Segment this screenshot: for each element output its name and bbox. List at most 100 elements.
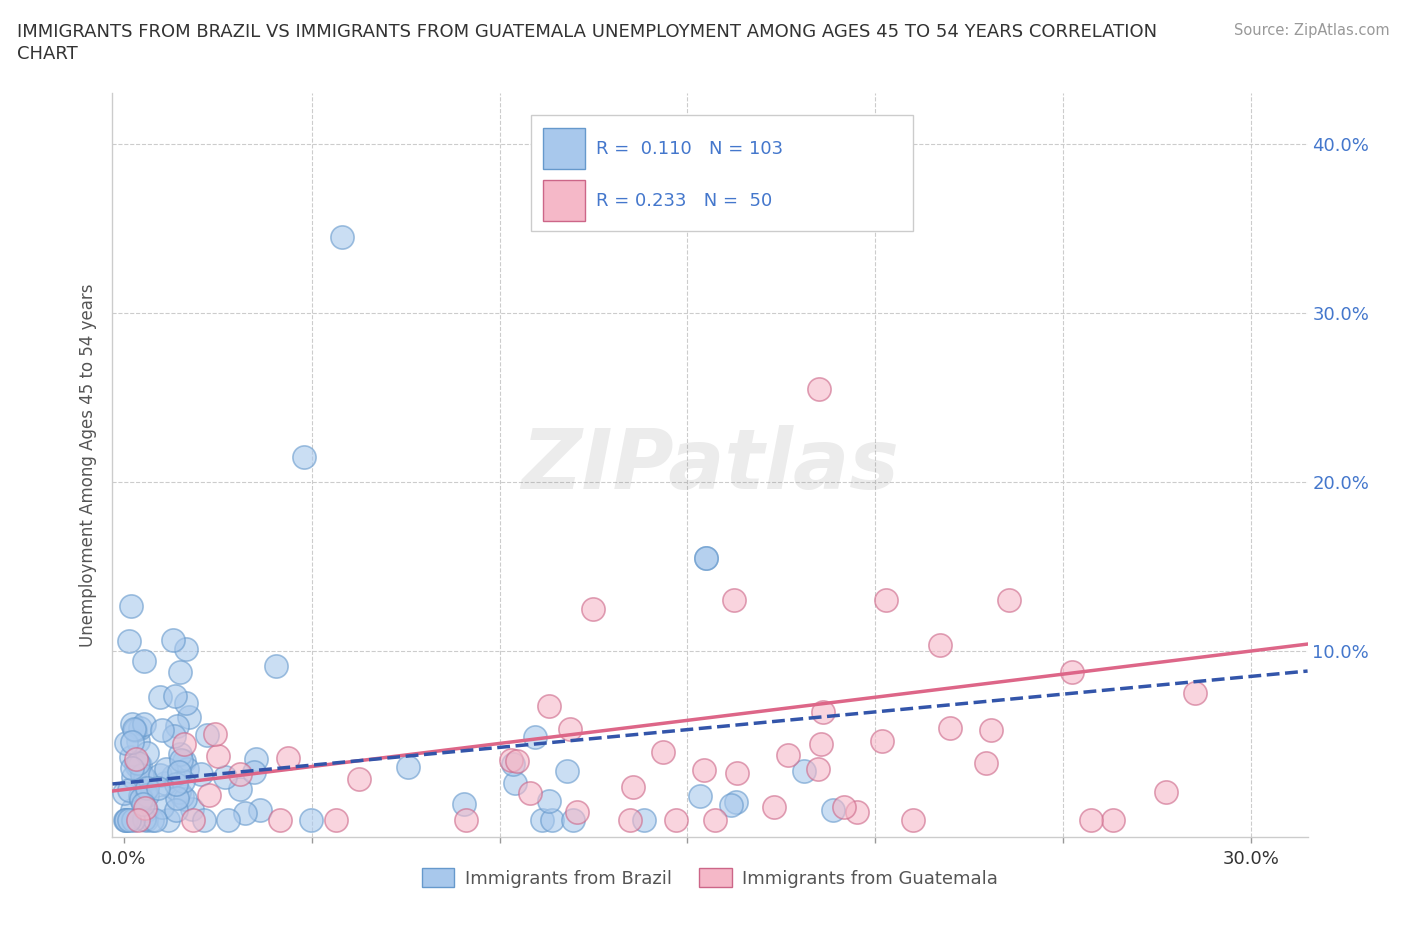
Point xyxy=(173,737,195,751)
Point xyxy=(229,766,252,781)
Point xyxy=(808,381,831,396)
Point xyxy=(652,745,675,760)
Point xyxy=(245,751,267,766)
Point xyxy=(167,764,190,779)
Point xyxy=(190,766,212,781)
Point xyxy=(131,768,153,783)
Point xyxy=(170,752,193,767)
Point xyxy=(998,592,1021,607)
Point xyxy=(214,769,236,784)
Point xyxy=(127,755,149,770)
Point xyxy=(173,754,195,769)
Point xyxy=(129,789,152,804)
Point xyxy=(537,698,560,713)
Point xyxy=(118,782,141,797)
Point xyxy=(875,592,897,607)
Point xyxy=(166,790,188,805)
Point xyxy=(165,803,187,817)
Point xyxy=(120,599,142,614)
Point xyxy=(118,633,141,648)
Point xyxy=(121,803,143,817)
Point xyxy=(720,798,742,813)
Point xyxy=(621,779,644,794)
Point xyxy=(519,785,541,800)
Point xyxy=(242,764,264,779)
Point xyxy=(135,788,157,803)
Point xyxy=(127,734,149,749)
Point xyxy=(118,813,141,828)
Point xyxy=(558,722,581,737)
Point xyxy=(124,722,146,737)
Point xyxy=(120,750,142,764)
Point xyxy=(264,658,287,673)
Text: Source: ZipAtlas.com: Source: ZipAtlas.com xyxy=(1233,23,1389,38)
Point xyxy=(166,719,188,734)
Point xyxy=(501,752,523,767)
Point xyxy=(555,764,578,778)
Point xyxy=(174,696,197,711)
Point xyxy=(135,746,157,761)
Point xyxy=(172,774,194,789)
Point xyxy=(124,751,146,766)
Point xyxy=(179,710,201,724)
Point xyxy=(167,785,190,800)
Point xyxy=(162,632,184,647)
FancyBboxPatch shape xyxy=(543,128,585,169)
Point xyxy=(582,602,605,617)
Point xyxy=(176,762,198,777)
Point xyxy=(537,793,560,808)
Point xyxy=(114,813,136,828)
Point xyxy=(134,801,156,816)
Point xyxy=(562,813,585,828)
Point xyxy=(813,705,835,720)
Point xyxy=(810,737,832,751)
Point xyxy=(725,794,748,809)
Point xyxy=(149,689,172,704)
Point xyxy=(150,723,173,737)
Point xyxy=(135,773,157,788)
Point xyxy=(112,786,135,801)
Point xyxy=(163,728,186,743)
Point xyxy=(198,788,221,803)
Point xyxy=(530,813,553,828)
Point xyxy=(454,812,477,827)
Point xyxy=(502,757,524,772)
Point xyxy=(763,800,786,815)
Point xyxy=(229,782,252,797)
Point xyxy=(207,749,229,764)
Point xyxy=(121,735,143,750)
Point xyxy=(233,806,256,821)
Point xyxy=(845,804,868,819)
Point xyxy=(695,551,717,565)
Point xyxy=(173,791,195,806)
Point xyxy=(150,799,173,814)
Legend: Immigrants from Brazil, Immigrants from Guatemala: Immigrants from Brazil, Immigrants from … xyxy=(415,861,1005,895)
Point xyxy=(1080,813,1102,828)
Point xyxy=(169,664,191,679)
Point xyxy=(793,764,815,778)
Point xyxy=(134,783,156,798)
Point xyxy=(165,688,187,703)
Point xyxy=(165,777,187,791)
Point xyxy=(174,642,197,657)
Point xyxy=(1184,685,1206,700)
Point xyxy=(723,592,745,607)
Point xyxy=(330,230,353,245)
Point xyxy=(974,756,997,771)
Point xyxy=(541,813,564,828)
Point xyxy=(135,813,157,828)
Point xyxy=(132,796,155,811)
Point xyxy=(807,762,830,777)
Point xyxy=(121,761,143,776)
Point xyxy=(619,813,641,828)
FancyBboxPatch shape xyxy=(543,180,585,221)
Point xyxy=(115,736,138,751)
Point xyxy=(633,813,655,828)
Text: R = 0.233   N =  50: R = 0.233 N = 50 xyxy=(596,192,773,210)
Point xyxy=(939,721,962,736)
Point xyxy=(689,789,711,804)
Point xyxy=(128,757,150,772)
Point xyxy=(832,800,855,815)
Text: R =  0.110   N = 103: R = 0.110 N = 103 xyxy=(596,140,783,158)
Point xyxy=(204,726,226,741)
